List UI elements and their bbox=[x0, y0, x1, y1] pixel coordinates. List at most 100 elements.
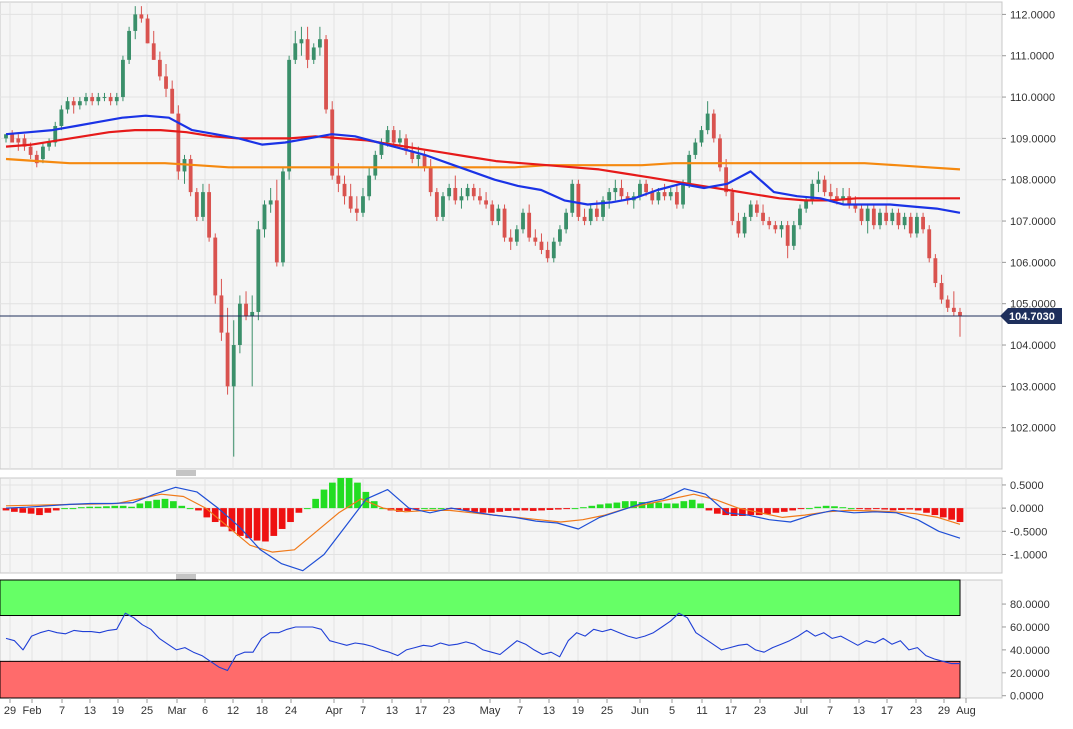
macd-histogram-bar bbox=[379, 508, 386, 510]
candle bbox=[84, 92, 88, 106]
moving-averages bbox=[5, 114, 961, 214]
candle-body bbox=[311, 47, 316, 60]
rsi-resize-handle[interactable] bbox=[176, 574, 196, 580]
candle-body bbox=[785, 225, 790, 246]
macd-histogram-bar bbox=[153, 499, 160, 509]
candle bbox=[718, 134, 722, 172]
candle-body bbox=[287, 59, 292, 172]
candle-body bbox=[410, 150, 415, 160]
candle-body bbox=[748, 204, 753, 217]
candle-body bbox=[139, 14, 144, 19]
candle bbox=[367, 167, 372, 201]
macd-histogram-bar bbox=[77, 507, 85, 509]
price-y-tick-label: 112.0000 bbox=[1010, 9, 1055, 21]
candle-body bbox=[607, 192, 612, 201]
macd-histogram-bar bbox=[563, 508, 571, 510]
candle-body bbox=[4, 134, 8, 139]
candle-body bbox=[207, 192, 212, 238]
candle-body bbox=[951, 307, 956, 312]
macd-histogram-bar bbox=[647, 502, 654, 509]
candle bbox=[299, 26, 304, 56]
candle-body bbox=[127, 30, 132, 60]
candle-body bbox=[902, 216, 907, 226]
candle-body bbox=[878, 212, 882, 226]
macd-histogram-bar bbox=[764, 508, 771, 515]
candle-body bbox=[662, 192, 667, 197]
macd-histogram-bar bbox=[621, 501, 629, 509]
x-tick-label: 23 bbox=[443, 705, 455, 717]
candle-body bbox=[96, 97, 101, 102]
macd-histogram-bar bbox=[797, 508, 805, 510]
candle-body bbox=[533, 237, 538, 242]
candle-body bbox=[59, 109, 64, 126]
candle bbox=[59, 105, 64, 131]
macd-histogram-bar bbox=[780, 508, 788, 512]
candle bbox=[730, 187, 735, 226]
macd-resize-handle[interactable] bbox=[176, 470, 196, 476]
candle-body bbox=[398, 138, 402, 143]
macd-histogram-bar bbox=[847, 508, 855, 510]
x-tick-label: 17 bbox=[415, 705, 427, 717]
x-tick-label: 11 bbox=[696, 705, 707, 717]
candle bbox=[434, 187, 439, 222]
candle-body bbox=[545, 249, 550, 259]
last-price-label: 104.7030 bbox=[1009, 311, 1055, 323]
macd-histogram-bar bbox=[739, 508, 746, 516]
candle-body bbox=[157, 59, 162, 77]
candle bbox=[878, 208, 882, 230]
candle-body bbox=[841, 196, 845, 201]
candle bbox=[207, 183, 212, 242]
macd-histogram-bar bbox=[345, 478, 353, 509]
candle bbox=[471, 183, 476, 201]
macd-histogram-bar bbox=[36, 508, 43, 516]
macd-histogram-bar bbox=[881, 508, 889, 510]
candle bbox=[871, 204, 876, 230]
candle-body bbox=[853, 204, 858, 209]
candle bbox=[804, 196, 809, 213]
candle-body bbox=[939, 283, 944, 300]
macd-panel bbox=[0, 477, 1003, 574]
candle bbox=[77, 97, 82, 110]
candle-body bbox=[810, 183, 815, 201]
candle-body bbox=[281, 171, 285, 263]
candle bbox=[342, 175, 347, 205]
macd-histogram-bar bbox=[303, 508, 311, 510]
macd-histogram-bar bbox=[103, 506, 110, 509]
candle-body bbox=[416, 154, 421, 160]
candle bbox=[22, 134, 27, 151]
candle bbox=[10, 130, 15, 143]
macd-histogram-bar bbox=[203, 508, 211, 518]
x-tick-label: 13 bbox=[543, 705, 555, 717]
macd-histogram-bar bbox=[61, 508, 68, 510]
candle bbox=[231, 320, 236, 457]
price-y-tick-label: 110.0000 bbox=[1010, 92, 1055, 104]
candle-body bbox=[502, 208, 507, 238]
candle bbox=[127, 26, 132, 64]
candle bbox=[53, 121, 58, 147]
candle bbox=[711, 109, 716, 143]
candle-body bbox=[237, 303, 242, 346]
macd-histogram-bar bbox=[856, 508, 863, 510]
macd-histogram-bar bbox=[939, 508, 947, 518]
macd-histogram-bar bbox=[906, 508, 914, 510]
candle-body bbox=[422, 154, 427, 168]
candle-body bbox=[514, 229, 519, 242]
candle-body bbox=[453, 187, 458, 201]
macd-histogram-bar bbox=[596, 504, 604, 509]
candle bbox=[921, 212, 925, 234]
candle-body bbox=[644, 183, 649, 193]
macd-histogram-bar bbox=[395, 508, 403, 512]
x-tick-label: Jul bbox=[794, 705, 808, 717]
candle-body bbox=[656, 192, 661, 201]
x-tick-label: 25 bbox=[601, 705, 613, 717]
macd-histogram-bar bbox=[513, 508, 520, 511]
candle-body bbox=[767, 221, 772, 226]
candle-body bbox=[576, 183, 581, 217]
x-tick-label: 12 bbox=[227, 705, 239, 717]
x-tick-label: 23 bbox=[754, 705, 766, 717]
macd-histogram-bar bbox=[161, 498, 169, 509]
macd-histogram-bar bbox=[839, 507, 847, 509]
candle bbox=[767, 216, 772, 230]
candle-body bbox=[219, 295, 224, 333]
